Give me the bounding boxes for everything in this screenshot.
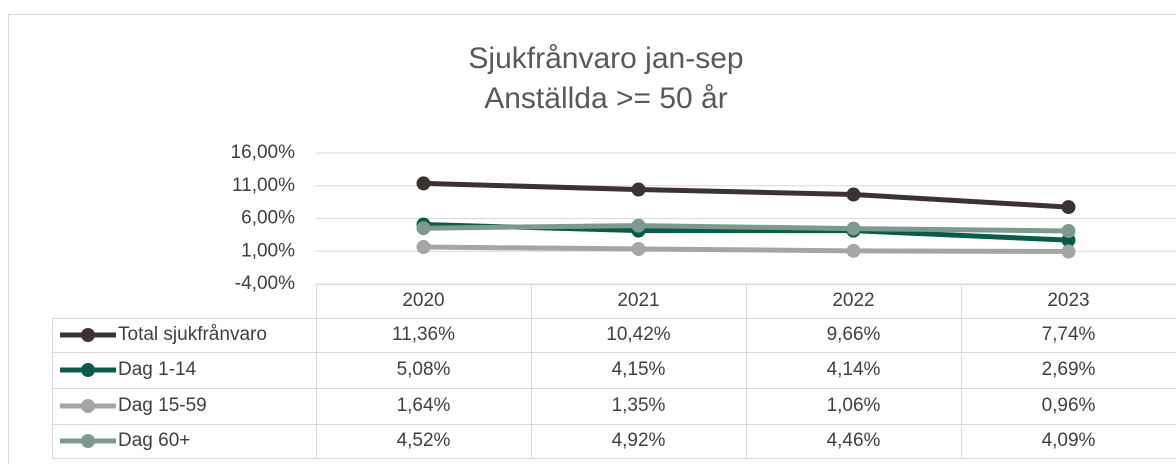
data-label: 4,52% [397,430,451,451]
data-label: 7,74% [1042,324,1096,345]
data-label: 9,66% [827,324,881,345]
y-tick-label: 11,00% [232,175,295,196]
chart-subtitle: Anställda >= 50 år [484,82,728,115]
legend-label: Dag 15-59 [118,395,207,416]
y-tick-label: 1,00% [241,240,295,261]
series-line [423,180,1069,210]
series-marker [416,221,431,236]
legend-label: Dag 60+ [118,430,190,451]
series-marker [631,218,646,233]
data-label: 4,46% [827,430,881,451]
data-label: 4,14% [827,359,881,380]
legend-label: Dag 1-14 [118,359,197,380]
y-tick-label: 6,00% [241,208,295,229]
legend-marker [81,328,95,342]
chart-title: Sjukfrånvaro jan-sep [468,42,743,75]
legend-label: Total sjukfrånvaro [118,324,267,345]
series-marker [846,187,861,202]
data-label: 4,92% [612,430,666,451]
legend-marker [81,363,95,377]
chart-border [8,14,1176,464]
y-tick-label: -4,00% [235,273,295,294]
x-tick-label: 2023 [1047,290,1089,311]
series-marker [416,176,431,191]
data-label: 0,96% [1042,395,1096,416]
data-label: 1,06% [827,395,881,416]
data-label: 11,36% [392,324,455,345]
data-label: 10,42% [606,324,671,345]
series-marker [416,240,431,255]
data-label: 4,09% [1042,430,1096,451]
series-marker [846,221,861,236]
x-tick-label: 2021 [617,290,659,311]
series-marker [1061,200,1076,215]
x-tick-label: 2020 [402,290,444,311]
x-tick-label: 2022 [832,290,874,311]
series-marker [1061,224,1076,239]
series-marker [846,243,861,258]
series-marker [1061,244,1076,259]
data-label: 2,69% [1042,359,1096,380]
series-marker [631,241,646,256]
legend-marker [81,399,95,413]
series-line [423,223,1069,234]
data-label: 1,35% [612,395,666,416]
series-line [423,244,1069,255]
data-label: 5,08% [397,359,451,380]
data-label: 4,15% [612,359,666,380]
data-label: 1,64% [397,395,451,416]
legend-marker [81,434,95,448]
y-tick-label: 16,00% [231,142,296,163]
series-marker [631,182,646,197]
